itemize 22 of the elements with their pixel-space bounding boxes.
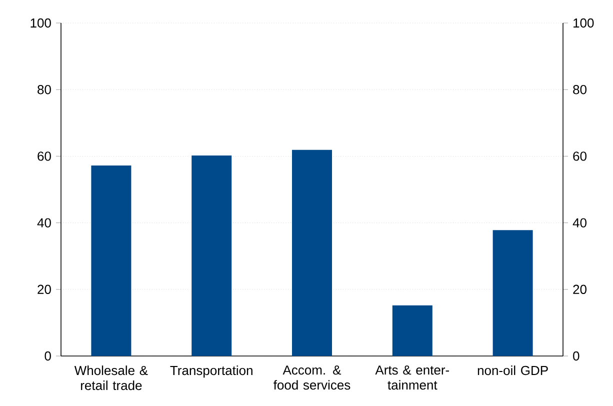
y2-tick-label: 40 xyxy=(572,218,586,228)
y-tick-label: 100 xyxy=(30,18,51,28)
y2-tick-label: 80 xyxy=(573,84,586,94)
y2-tick-label: 20 xyxy=(573,284,586,294)
bar xyxy=(192,156,232,356)
bar xyxy=(492,230,533,356)
x-tick-label: non-oil GDP xyxy=(478,366,548,376)
y2-tick-label: 0 xyxy=(573,351,580,361)
x-tick-label: Accom. & food services xyxy=(274,366,350,390)
y-tick-label: 80 xyxy=(38,84,51,94)
x-tick-label: Arts & enter-tainment xyxy=(375,366,450,390)
y2-tick-label: 100 xyxy=(574,18,594,28)
y2-tick-label: 60 xyxy=(573,152,586,161)
bar xyxy=(91,166,132,356)
y-tick-label: 0 xyxy=(44,351,51,361)
x-tick-label: Wholesale & retail trade xyxy=(74,366,148,390)
y-tick-label: 20 xyxy=(38,284,51,294)
y-tick-label: 60 xyxy=(38,152,51,161)
y-tick-label: 40 xyxy=(37,218,51,228)
bar xyxy=(292,150,332,356)
x-tick-label: Transportation xyxy=(170,366,252,378)
bar xyxy=(392,305,432,356)
